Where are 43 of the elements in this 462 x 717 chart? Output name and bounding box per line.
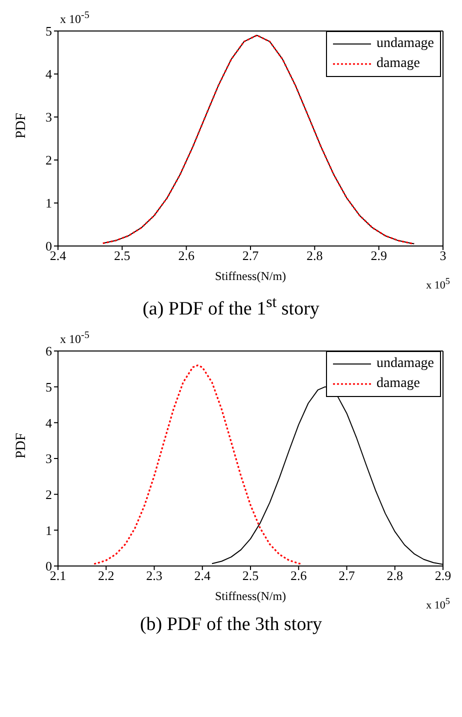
y-tick-label: 2 [46, 152, 52, 168]
x-tick-label: 2.7 [242, 248, 260, 264]
x-tick-label: 3 [440, 248, 446, 264]
y-tick-label: 4 [46, 66, 52, 82]
x-tick-label: 2.5 [242, 568, 259, 584]
y-tick-label: 5 [46, 380, 52, 395]
y-tick-label: 4 [46, 416, 52, 431]
text: x 10$^{5}$ [426, 276, 450, 292]
legend-label: undamage [376, 35, 434, 53]
y-axis-title: PDF [14, 432, 29, 459]
x-tick-label: 2.2 [98, 568, 114, 584]
x-tick-label: 2.1 [50, 568, 66, 584]
y-tick-label: 1 [46, 196, 52, 211]
y-tick-label: 0 [46, 558, 52, 574]
x-tick-label: 2.8 [386, 568, 403, 584]
x-tick-label: 2.7 [338, 568, 356, 584]
text: x 10$^{5}$ [426, 596, 450, 612]
line-series [93, 364, 302, 566]
legend-label: damage [376, 375, 420, 394]
x-tick-label: 2.9 [434, 568, 452, 584]
x-tick-label: 2.9 [370, 248, 387, 264]
y-tick-label: 5 [46, 24, 52, 39]
text: x 10$^{-5}$ [60, 330, 90, 348]
text: (b) PDF of the 3th story [138, 614, 324, 636]
x-tick-label: 2.5 [114, 248, 130, 264]
text: x 10$^{-5}$ [60, 10, 90, 27]
y-tick-label: 3 [46, 110, 52, 125]
text: (a) PDF of the 1$^{st}$ story [142, 294, 320, 320]
y-tick-label: 2 [46, 487, 52, 502]
legend-label: damage [376, 55, 420, 73]
y-tick-label: 1 [46, 523, 52, 538]
legend-label: undamage [376, 355, 434, 374]
x-tick-label: 2.3 [146, 568, 162, 584]
y-tick-label: 0 [46, 238, 52, 254]
y-tick-label: 3 [46, 451, 52, 466]
x-tick-label: 2.8 [306, 248, 323, 264]
x-axis-title: Stiffness(N/m) [214, 589, 286, 604]
y-axis-title: PDF [14, 112, 29, 138]
x-tick-label: 2.6 [178, 248, 195, 264]
x-tick-label: 2.6 [290, 568, 308, 584]
y-tick-label: 6 [46, 344, 52, 359]
x-tick-label: 2.4 [194, 568, 211, 584]
x-axis-title: Stiffness(N/m) [214, 269, 286, 283]
